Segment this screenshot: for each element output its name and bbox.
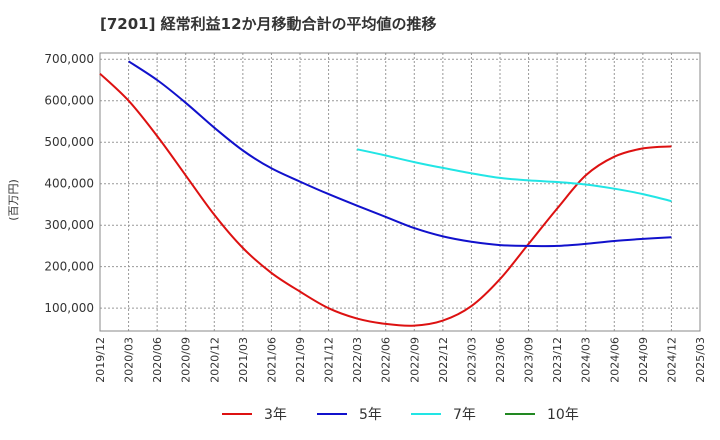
y-tick-label: 600,000 <box>44 94 94 108</box>
x-tick-label: 2024/09 <box>637 337 650 383</box>
legend-item: 10年 <box>505 407 579 423</box>
x-tick-label: 2021/03 <box>237 337 250 383</box>
plot-frame <box>99 52 701 332</box>
legend-item: 7年 <box>411 407 476 423</box>
x-tick-label: 2020/03 <box>123 337 136 383</box>
x-tick-label: 2020/06 <box>151 337 164 383</box>
x-tick-label: 2019/12 <box>94 337 107 383</box>
x-tick-label: 2022/12 <box>437 337 450 383</box>
x-tick-label: 2023/06 <box>494 337 507 383</box>
legend-label: 3年 <box>264 407 287 423</box>
series-line-3年 <box>99 72 672 327</box>
series-line-7年 <box>356 148 672 203</box>
x-tick-label: 2022/06 <box>380 337 393 383</box>
x-tick-label: 2022/09 <box>408 337 421 383</box>
series-lines <box>99 60 672 327</box>
x-tick-label: 2023/09 <box>523 337 536 383</box>
x-tick-label: 2023/03 <box>465 337 478 383</box>
x-tick-label: 2023/12 <box>551 337 564 383</box>
series-line-5年 <box>128 60 672 248</box>
x-axis-ticks: 2019/12 2020/03 2020/06 2020/09 2020/12 2021/… <box>94 337 707 383</box>
legend: 3年 5年 7年 10年 <box>222 407 579 423</box>
x-tick-label: 2021/12 <box>323 337 336 383</box>
legend-label: 7年 <box>453 407 476 423</box>
x-tick-label: 2021/06 <box>265 337 278 383</box>
y-tick-label: 200,000 <box>44 260 94 274</box>
x-tick-label: 2024/12 <box>665 337 678 383</box>
legend-label: 5年 <box>359 407 382 423</box>
grid-lines <box>100 53 700 331</box>
legend-item: 3年 <box>222 407 287 423</box>
x-tick-label: 2020/12 <box>208 337 221 383</box>
y-tick-label: 300,000 <box>44 218 94 232</box>
y-axis-label: (百万円) <box>7 179 20 221</box>
legend-label: 10年 <box>547 407 579 423</box>
x-tick-label: 2024/03 <box>580 337 593 383</box>
y-tick-label: 400,000 <box>44 177 94 191</box>
y-axis-ticks: 100,000 200,000 300,000 400,000 500,000 600,0… <box>44 52 94 315</box>
x-tick-label: 2025/03 <box>694 337 707 383</box>
y-tick-label: 700,000 <box>44 52 94 66</box>
y-tick-label: 500,000 <box>44 135 94 149</box>
legend-item: 5年 <box>317 407 382 423</box>
y-tick-label: 100,000 <box>44 301 94 315</box>
x-tick-label: 2021/09 <box>294 337 307 383</box>
x-tick-label: 2024/06 <box>608 337 621 383</box>
chart-title: [7201] 経常利益12か月移動合計の平均値の推移 <box>100 15 437 33</box>
x-tick-label: 2020/09 <box>180 337 193 383</box>
x-tick-label: 2022/03 <box>351 337 364 383</box>
